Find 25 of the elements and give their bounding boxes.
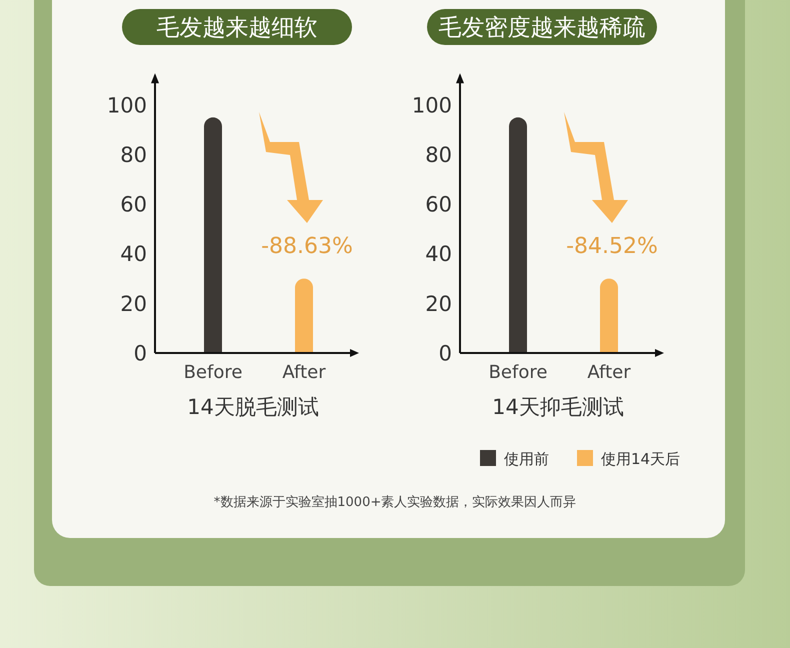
- x-tick-label: After: [282, 362, 326, 383]
- legend-label: 使用前: [504, 450, 549, 468]
- x-tick-label: Before: [488, 362, 548, 383]
- y-tick-label: 80: [425, 142, 452, 167]
- y-tick-label: 100: [412, 93, 452, 118]
- y-tick-label: 60: [120, 192, 147, 217]
- y-tick-label: 0: [134, 341, 147, 366]
- y-tick-label: 100: [106, 93, 147, 118]
- y-tick-label: 0: [438, 341, 452, 366]
- y-tick-label: 40: [425, 242, 452, 266]
- x-tick-label: Before: [184, 362, 242, 383]
- text: *数据来源于实验室抽1000+素人实验数据，实际效果因人而异: [214, 494, 576, 510]
- x-axis-title: 14天脱毛测试: [187, 395, 319, 419]
- y-tick-label: 80: [120, 142, 147, 167]
- chart-title: 毛发越来越细软: [156, 15, 318, 41]
- chart-title: 毛发密度越来越稀疏: [438, 15, 646, 41]
- x-tick-label: After: [587, 362, 632, 383]
- x-axis-title: 14天抑毛测试: [492, 395, 624, 419]
- y-tick-label: 20: [120, 292, 147, 316]
- y-tick-label: 60: [425, 192, 452, 217]
- legend-label: 使用14天后: [601, 450, 680, 468]
- annotation: -88.63%: [261, 234, 353, 259]
- y-tick-label: 40: [120, 242, 147, 266]
- y-tick-label: 20: [425, 292, 452, 316]
- annotation: -84.52%: [566, 234, 658, 259]
